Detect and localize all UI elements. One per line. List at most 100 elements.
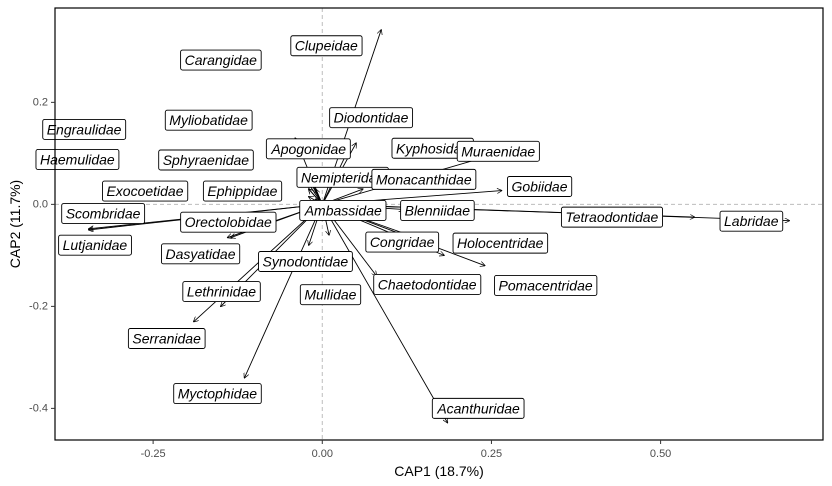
label-box-muraenidae [456, 140, 540, 162]
label-box-orectolobidae [180, 211, 277, 233]
label-text-gobiidae: Gobiidae [511, 179, 567, 195]
vector-arrow-lethrinidae [194, 204, 323, 321]
y-axis: -0.4 -0.2 0.0 0.2 [29, 96, 55, 414]
x-tick-label: 0.50 [650, 448, 671, 460]
vector-label-myctophidae: Myctophidae [173, 383, 262, 405]
label-text-blenniidae: Blenniidae [405, 202, 471, 218]
vector-label-lethrinidae: Lethrinidae [182, 281, 261, 303]
vector-label-acanthuridae: Acanthuridae [431, 397, 525, 419]
vector-label-monacanthidae: Monacanthidae [371, 168, 477, 190]
label-text-serranidae: Serranidae [132, 331, 201, 347]
label-box-synodontidae [258, 251, 353, 272]
vector-label-pomacentridae: Pomacentridae [494, 275, 598, 296]
label-text-holocentridae: Holocentridae [457, 235, 544, 251]
y-tick-label: 0.2 [33, 96, 48, 108]
label-text-apogonidae: Apogonidae [270, 141, 346, 157]
label-box-diodontidae [329, 107, 414, 129]
y-tick-label: 0.0 [33, 198, 48, 210]
vector-label-scombridae: Scombridae [61, 203, 146, 224]
label-text-diodontidae: Diodontidae [334, 110, 409, 126]
vector-label-engraulidae: Engraulidae [42, 118, 127, 140]
vector-arrow-acanthuridae [321, 204, 447, 422]
label-box-serranidae [127, 328, 206, 349]
vector-label-serranidae: Serranidae [127, 328, 206, 349]
vector-label-diodontidae: Diodontidae [329, 107, 414, 129]
vector-label-dasyatidae: Dasyatidae [161, 243, 241, 265]
vector-arrow-labridae [322, 203, 789, 220]
vector-label-muraenidae: Muraenidae [456, 140, 540, 162]
label-text-exocoetidae: Exocoetidae [106, 183, 183, 199]
label-text-pomacentridae: Pomacentridae [498, 277, 592, 293]
label-box-clupeidae [290, 35, 363, 57]
vector-label-exocoetidae: Exocoetidae [102, 180, 189, 202]
label-box-engraulidae [42, 118, 127, 140]
x-axis: -0.25 0.00 0.25 0.50 [141, 440, 671, 460]
x-tick-label: 0.00 [312, 448, 333, 460]
vector-label-myliobatidae: Myliobatidae [164, 109, 253, 131]
y-tick-label: -0.2 [29, 300, 48, 312]
label-text-haemulidae: Haemulidae [40, 151, 115, 167]
x-axis-title: CAP1 (18.7%) [394, 463, 483, 479]
label-box-lutjanidae [58, 234, 132, 256]
label-box-monacanthidae [371, 168, 477, 190]
label-text-synodontidae: Synodontidae [263, 253, 349, 269]
label-box-ephippidae [202, 180, 283, 202]
label-box-carangidae [180, 49, 262, 71]
label-text-ephippidae: Ephippidae [207, 183, 277, 199]
label-box-ambassidae [299, 200, 387, 221]
label-box-lethrinidae [182, 281, 261, 303]
vector-label-congridae: Congridae [365, 231, 440, 253]
vector-label-ephippidae: Ephippidae [202, 180, 283, 202]
label-text-myctophidae: Myctophidae [178, 386, 258, 402]
vector-label-lutjanidae: Lutjanidae [58, 234, 132, 256]
label-text-engraulidae: Engraulidae [47, 121, 122, 137]
label-box-scombridae [61, 203, 146, 224]
label-box-myctophidae [173, 383, 262, 405]
label-text-tetraodontidae: Tetraodontidae [565, 209, 658, 225]
vector-label-chaetodontidae: Chaetodontidae [373, 273, 482, 295]
vector-label-ambassidae: Ambassidae [299, 200, 387, 221]
vector-label-gobiidae: Gobiidae [507, 176, 573, 197]
vector-label-holocentridae: Holocentridae [452, 232, 549, 254]
label-box-acanthuridae [431, 397, 525, 419]
label-box-tetraodontidae [560, 206, 663, 228]
plot-panel-border [54, 7, 824, 441]
plot-panel-background [55, 8, 823, 440]
vector-label-kyphosidae: Kyphosidae [391, 137, 474, 159]
label-box-mullidae [299, 284, 362, 306]
label-box-blenniidae [400, 200, 475, 221]
label-text-orectolobidae: Orectolobidae [185, 214, 272, 230]
vector-label-orectolobidae: Orectolobidae [180, 211, 277, 233]
x-tick-label: 0.25 [481, 448, 502, 460]
vector-label-apogonidae: Apogonidae [265, 138, 351, 160]
label-text-kyphosidae: Kyphosidae [396, 140, 469, 156]
label-text-nemipteridae: Nemipteridae [301, 169, 384, 185]
vector-label-synodontidae: Synodontidae [258, 251, 353, 272]
label-box-sphyraenidae [158, 149, 254, 171]
y-axis-title: CAP2 (11.7%) [7, 180, 23, 268]
label-text-muraenidae: Muraenidae [461, 143, 535, 159]
x-tick-label: -0.25 [141, 448, 166, 460]
vector-label-nemipteridae: Nemipteridae [296, 166, 389, 188]
label-text-lutjanidae: Lutjanidae [63, 237, 128, 253]
vector-label-blenniidae: Blenniidae [400, 200, 475, 221]
label-box-exocoetidae [102, 180, 189, 202]
label-box-congridae [365, 231, 440, 253]
label-box-dasyatidae [161, 243, 241, 265]
label-text-ambassidae: Ambassidae [304, 202, 382, 218]
label-box-chaetodontidae [373, 273, 482, 295]
vector-label-tetraodontidae: Tetraodontidae [560, 206, 663, 228]
label-text-sphyraenidae: Sphyraenidae [163, 152, 250, 168]
y-tick-label: -0.4 [29, 402, 48, 414]
label-text-clupeidae: Clupeidae [295, 38, 358, 54]
vector-label-labridae: Labridae [719, 210, 784, 232]
reference-lines [55, 8, 823, 440]
vector-label-clupeidae: Clupeidae [290, 35, 363, 57]
label-text-scombridae: Scombridae [66, 206, 141, 222]
vector-arrow-myctophidae [244, 204, 323, 377]
label-box-myliobatidae [164, 109, 253, 131]
label-box-holocentridae [452, 232, 549, 254]
label-box-gobiidae [507, 176, 573, 197]
label-text-lethrinidae: Lethrinidae [187, 284, 256, 300]
